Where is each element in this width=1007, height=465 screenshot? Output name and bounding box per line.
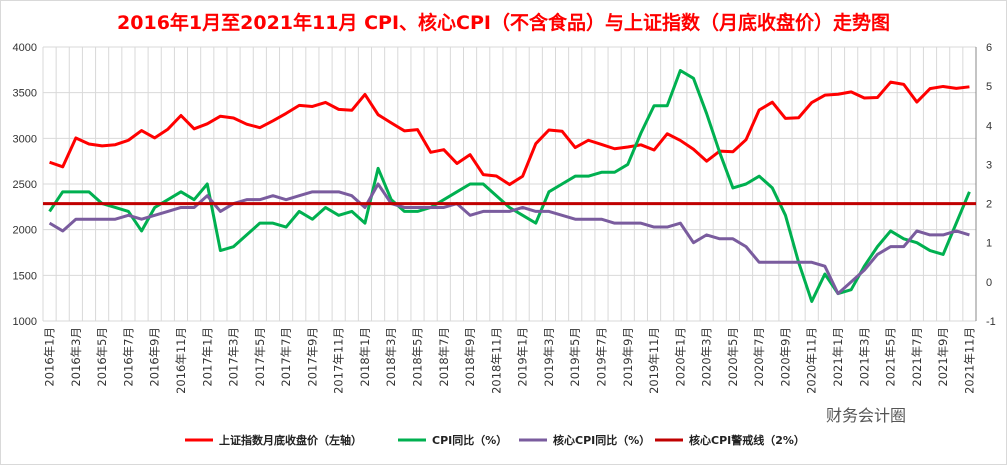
x-axis-tick: 2016年1月 [43,327,57,387]
right-axis-tick: 0 [986,277,992,289]
x-axis-tick: 2020年1月 [673,327,687,387]
x-axis-tick: 2020年3月 [700,327,714,387]
x-axis-tick: 2019年11月 [647,327,661,394]
x-axis-tick: 2019年3月 [542,327,556,387]
x-axis-tick: 2019年9月 [621,327,635,387]
x-axis-tick: 2018年3月 [384,327,398,387]
x-axis-tick: 2016年3月 [69,327,83,387]
right-axis-tick: 2 [986,199,992,211]
left-axis-tick: 2500 [13,179,37,191]
x-axis-tick: 2021年1月 [831,327,845,387]
legend-entry: 核心CPI警戒线（2%） [689,433,805,447]
x-axis-tick: 2018年1月 [358,327,372,387]
right-axis-tick: 1 [986,238,992,250]
x-axis-tick: 2017年3月 [227,327,241,387]
legend-entry: 上证指数月底收盘价（左轴） [219,433,362,447]
x-axis-tick: 2017年1月 [200,327,214,387]
right-axis-tick: 6 [986,42,992,54]
right-axis-tick: 5 [986,81,992,93]
x-axis-tick: 2017年5月 [253,327,267,387]
x-axis-tick: 2021年7月 [910,327,924,387]
legend-entry: CPI同比（%） [432,433,507,447]
x-axis-tick: 2017年11月 [332,327,346,394]
legend-entry: 核心CPI同比（%） [553,433,650,447]
x-axis-tick: 2016年5月 [95,327,109,387]
x-axis-tick: 2017年9月 [305,327,319,387]
x-axis-tick: 2020年7月 [752,327,766,387]
x-axis-tick: 2017年7月 [279,327,293,387]
left-axis-tick: 1500 [13,270,37,282]
x-axis-tick: 2018年9月 [463,327,477,387]
x-axis-tick: 2020年9月 [778,327,792,387]
left-axis-tick: 2000 [13,225,37,237]
x-axis-tick: 2018年7月 [437,327,451,387]
right-axis-tick: 4 [986,120,992,132]
x-axis-tick: 2016年7月 [121,327,135,387]
x-axis-tick: 2018年11月 [489,327,503,394]
chart-title: 2016年1月至2021年11月 CPI、核心CPI（不含食品）与上证指数（月底… [117,12,890,34]
left-axis-tick: 1000 [13,316,37,328]
watermark: 财务会计圈 [826,406,907,425]
x-axis-tick: 2021年9月 [936,327,950,387]
right-axis-tick: 3 [986,159,992,171]
left-axis-tick: 3000 [13,133,37,145]
left-axis-tick: 4000 [13,42,37,54]
x-axis-tick: 2020年5月 [726,327,740,387]
x-axis-tick: 2019年5月 [568,327,582,387]
right-axis-tick: -1 [986,316,996,328]
x-axis-tick: 2018年5月 [411,327,425,387]
x-axis-tick: 2021年3月 [857,327,871,387]
x-axis-tick: 2021年11月 [962,327,976,394]
x-axis-tick: 2020年11月 [805,327,819,394]
x-axis-tick: 2019年7月 [594,327,608,387]
left-axis-tick: 3500 [13,88,37,100]
x-axis-tick: 2016年9月 [148,327,162,387]
x-axis-tick: 2016年11月 [174,327,188,394]
x-axis-tick: 2019年1月 [516,327,530,387]
x-axis-tick: 2021年5月 [884,327,898,387]
